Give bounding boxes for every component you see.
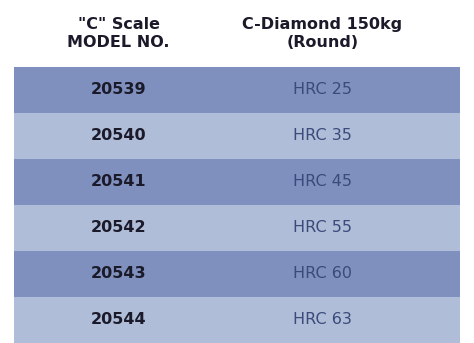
Text: 20544: 20544 [91, 312, 146, 328]
Bar [14, 251, 460, 297]
Text: 20543: 20543 [91, 267, 146, 282]
Text: 20542: 20542 [91, 221, 146, 235]
Bar [14, 159, 460, 205]
Text: "C" Scale
MODEL NO.: "C" Scale MODEL NO. [67, 17, 170, 50]
Text: HRC 55: HRC 55 [293, 221, 352, 235]
Text: C-Diamond 150kg
(Round): C-Diamond 150kg (Round) [242, 17, 402, 50]
Text: HRC 63: HRC 63 [293, 312, 352, 328]
Text: HRC 35: HRC 35 [293, 128, 352, 143]
Text: 20539: 20539 [91, 82, 146, 97]
Bar [14, 113, 460, 159]
Text: HRC 25: HRC 25 [293, 82, 352, 97]
Bar [14, 205, 460, 251]
Bar [14, 67, 460, 113]
Text: 20540: 20540 [91, 128, 146, 143]
Text: HRC 45: HRC 45 [293, 175, 352, 189]
Bar [14, 297, 460, 343]
Text: 20541: 20541 [91, 175, 146, 189]
Text: HRC 60: HRC 60 [293, 267, 352, 282]
